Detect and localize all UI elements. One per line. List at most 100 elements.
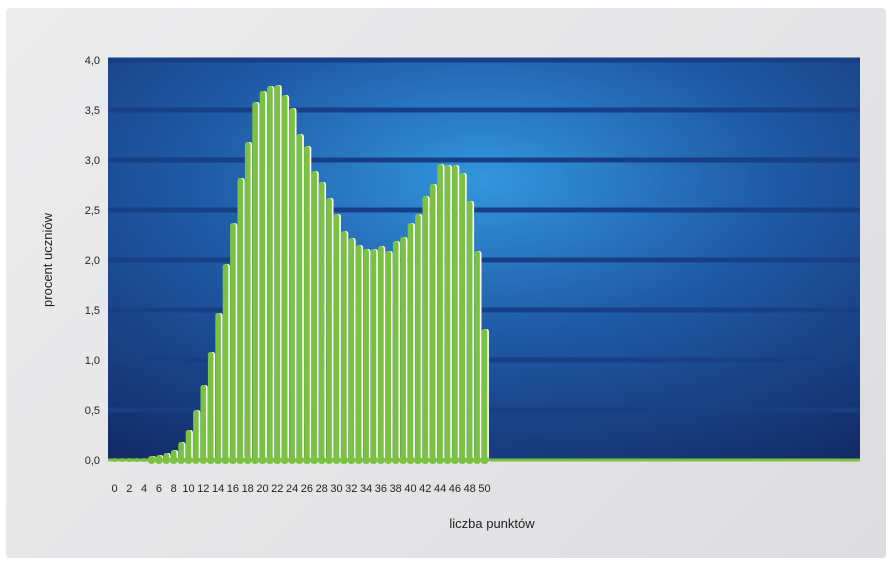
bar-36 bbox=[378, 246, 384, 460]
base-dot-43 bbox=[428, 456, 437, 464]
y-tick-label-5: 2,5 bbox=[85, 205, 100, 217]
gridline-5 bbox=[108, 207, 860, 213]
x-tick-label-0: 0 bbox=[111, 483, 117, 495]
x-tick-label-22: 44 bbox=[434, 483, 446, 495]
bar-50 bbox=[481, 329, 488, 460]
x-tick-label-24: 48 bbox=[464, 483, 476, 495]
base-dot-0 bbox=[112, 458, 117, 462]
base-dot-39 bbox=[399, 456, 408, 464]
base-dot-13 bbox=[206, 456, 215, 464]
y-tick-label-3: 1,5 bbox=[85, 305, 100, 317]
x-tick-label-1: 2 bbox=[126, 483, 132, 495]
base-dot-20 bbox=[258, 456, 267, 464]
base-dot-4 bbox=[142, 458, 147, 462]
base-dot-29 bbox=[325, 456, 334, 464]
gridline-6 bbox=[108, 157, 860, 163]
x-tick-label-4: 8 bbox=[171, 483, 177, 495]
x-tick-label-13: 26 bbox=[301, 483, 313, 495]
bar-48 bbox=[466, 201, 473, 460]
x-tick-label-19: 38 bbox=[390, 483, 402, 495]
bar-46 bbox=[452, 165, 458, 460]
bar-38 bbox=[392, 241, 399, 460]
bar-20 bbox=[259, 91, 266, 460]
y-tick-label-8: 4,0 bbox=[85, 55, 100, 67]
base-dot-41 bbox=[413, 456, 422, 464]
bar-34 bbox=[363, 249, 369, 460]
y-tick-label-1: 0,5 bbox=[85, 405, 100, 417]
y-tick-labels: 0,0 0,5 1,0 1,5 2,0 2,5 3,0 3,5 4,0 bbox=[85, 55, 100, 467]
gridline-3 bbox=[108, 307, 860, 313]
gridline-4 bbox=[108, 257, 860, 263]
x-tick-label-18: 36 bbox=[375, 483, 387, 495]
base-dot-47 bbox=[458, 456, 467, 464]
bar-11 bbox=[193, 410, 199, 460]
base-dot-23 bbox=[280, 456, 289, 464]
bar-27 bbox=[311, 171, 318, 460]
y-tick-label-4: 2,0 bbox=[85, 255, 100, 267]
gridline-7 bbox=[108, 107, 860, 113]
base-dot-40 bbox=[406, 456, 415, 464]
y-tick-label-2: 1,0 bbox=[85, 355, 100, 367]
base-dot-32 bbox=[347, 456, 356, 464]
base-dot-9 bbox=[177, 456, 186, 464]
y-tick-label-7: 3,5 bbox=[85, 105, 100, 117]
bar-45 bbox=[444, 165, 451, 460]
base-dot-11 bbox=[191, 456, 200, 464]
bar-30 bbox=[333, 214, 340, 460]
base-dot-28 bbox=[317, 456, 326, 464]
y-tick-label-6: 3,0 bbox=[85, 155, 100, 167]
base-dot-19 bbox=[251, 456, 260, 464]
x-tick-label-23: 46 bbox=[449, 483, 461, 495]
base-dot-22 bbox=[273, 456, 282, 464]
base-dot-48 bbox=[465, 456, 474, 464]
bar-31 bbox=[341, 231, 347, 460]
base-dot-35 bbox=[369, 456, 378, 464]
base-dot-14 bbox=[214, 456, 223, 464]
bar-9 bbox=[178, 442, 184, 460]
x-tick-label-20: 40 bbox=[404, 483, 416, 495]
bar-41 bbox=[415, 214, 421, 460]
bar-24 bbox=[289, 108, 295, 460]
base-dot-12 bbox=[199, 456, 208, 464]
y-axis-label: procent uczniów bbox=[40, 212, 55, 307]
bar-14 bbox=[215, 313, 221, 460]
bar-32 bbox=[348, 238, 355, 460]
base-dot-38 bbox=[391, 456, 400, 464]
base-dot-3 bbox=[134, 458, 139, 462]
bar-37 bbox=[385, 251, 392, 460]
base-dot-46 bbox=[450, 456, 459, 464]
bar-13 bbox=[207, 352, 214, 460]
base-dot-18 bbox=[243, 456, 252, 464]
bar-28 bbox=[318, 182, 325, 460]
base-dot-8 bbox=[169, 456, 178, 464]
base-dot-2 bbox=[127, 458, 132, 462]
bar-21 bbox=[267, 86, 273, 460]
base-dot-26 bbox=[302, 456, 311, 464]
base-dot-24 bbox=[288, 456, 297, 464]
base-dot-21 bbox=[265, 456, 274, 464]
x-axis-label: liczba punktów bbox=[449, 516, 535, 531]
bar-40 bbox=[407, 223, 414, 460]
bar-25 bbox=[296, 134, 303, 460]
x-tick-label-21: 42 bbox=[419, 483, 431, 495]
base-dot-30 bbox=[332, 456, 341, 464]
x-tick-label-10: 20 bbox=[256, 483, 268, 495]
bar-47 bbox=[459, 173, 466, 460]
x-tick-label-9: 18 bbox=[242, 483, 254, 495]
bar-42 bbox=[422, 196, 429, 460]
base-dot-6 bbox=[154, 456, 163, 464]
bar-49 bbox=[474, 251, 480, 460]
bar-10 bbox=[185, 430, 192, 460]
base-dot-15 bbox=[221, 456, 230, 464]
x-tick-label-8: 16 bbox=[227, 483, 239, 495]
base-dot-42 bbox=[421, 456, 430, 464]
x-tick-label-6: 12 bbox=[197, 483, 209, 495]
x-tick-label-16: 32 bbox=[345, 483, 357, 495]
bar-33 bbox=[355, 245, 362, 460]
bar-18 bbox=[244, 142, 251, 460]
bar-12 bbox=[200, 385, 207, 460]
bars bbox=[148, 85, 489, 460]
base-dot-25 bbox=[295, 456, 304, 464]
bar-29 bbox=[326, 198, 332, 460]
